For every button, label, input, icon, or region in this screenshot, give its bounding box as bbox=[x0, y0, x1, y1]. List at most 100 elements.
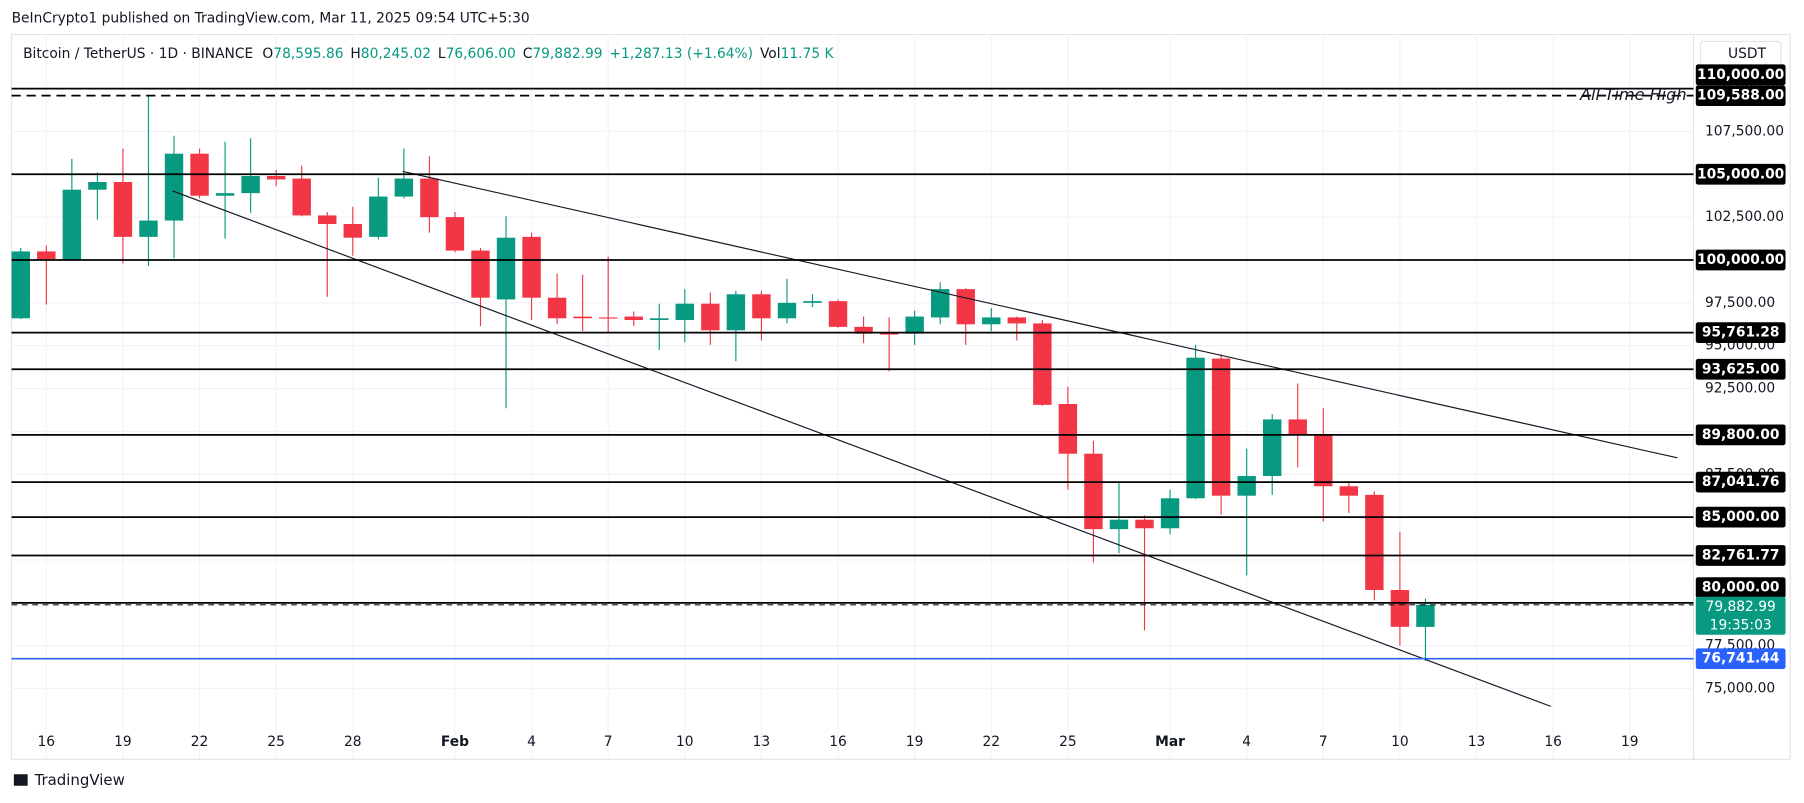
candle-body bbox=[266, 176, 286, 180]
candle-body bbox=[803, 301, 822, 303]
x-tick-label: 19 bbox=[114, 734, 132, 750]
candle-body bbox=[982, 317, 1001, 325]
candle-body bbox=[1186, 357, 1205, 499]
x-tick-label: Feb bbox=[441, 734, 469, 750]
currency[interactable]: USDT bbox=[1728, 46, 1766, 62]
x-tick-label: 25 bbox=[1059, 734, 1077, 750]
level-label-box bbox=[1695, 85, 1786, 106]
candle-body bbox=[1084, 453, 1103, 530]
level-label: 109,588.00 bbox=[1697, 88, 1784, 104]
level-label-box bbox=[1695, 249, 1786, 271]
candle-body bbox=[879, 332, 899, 335]
candles bbox=[11, 95, 1435, 662]
legend-key: O bbox=[262, 46, 273, 62]
level-label-box bbox=[1695, 577, 1786, 598]
candle-body bbox=[88, 181, 107, 190]
level-label-box bbox=[1695, 163, 1786, 185]
y-tick-label: 102,500.00 bbox=[1705, 209, 1784, 225]
candle-body bbox=[726, 294, 746, 331]
x-tick-label: 16 bbox=[1544, 734, 1562, 750]
legend-key: H bbox=[350, 46, 360, 62]
level-label-box bbox=[1695, 424, 1786, 446]
x-tick-label: 16 bbox=[829, 734, 847, 750]
candle-body bbox=[1314, 433, 1333, 487]
candle-body bbox=[650, 318, 669, 320]
candle-body bbox=[1058, 403, 1078, 454]
x-tick-label: 28 bbox=[344, 734, 362, 750]
candle-body bbox=[11, 251, 30, 319]
candle-body bbox=[752, 294, 771, 319]
candle-body bbox=[1237, 475, 1256, 496]
candle-body bbox=[62, 189, 82, 260]
x-tick-label: 4 bbox=[1242, 734, 1251, 750]
level-label: 100,000.00 bbox=[1697, 252, 1784, 268]
x-tick-label: 16 bbox=[38, 734, 56, 750]
legend-key: C bbox=[523, 46, 533, 62]
candle-body bbox=[1007, 317, 1027, 324]
legend-value: +1,287.13 (+1.64%) bbox=[609, 46, 753, 62]
level-label-box bbox=[1695, 358, 1786, 380]
legend-value: 11.75 K bbox=[781, 46, 835, 62]
symbol-legend: Bitcoin / TetherUS · 1D · BINANCE O78,595… bbox=[23, 46, 834, 62]
candle-body bbox=[37, 251, 56, 260]
candle-body bbox=[445, 217, 465, 251]
last-price-label: 79,882.99 bbox=[1706, 599, 1776, 615]
upper-trendline bbox=[402, 170, 1678, 459]
level-label: 110,000.00 bbox=[1697, 67, 1784, 83]
candle-body bbox=[1033, 323, 1052, 405]
lower-trendline bbox=[172, 190, 1552, 707]
level-label-box bbox=[1695, 471, 1786, 493]
plot-frame bbox=[10, 33, 1791, 760]
candle-body bbox=[420, 178, 439, 218]
candle-body bbox=[547, 297, 567, 319]
y-tick-label: 107,500.00 bbox=[1705, 123, 1784, 139]
level-label-box bbox=[1695, 545, 1786, 566]
x-tick-label: 22 bbox=[191, 734, 209, 750]
candle-body bbox=[573, 316, 592, 319]
logo-text: TradingView bbox=[34, 771, 125, 789]
candle-body bbox=[930, 289, 950, 318]
candle-body bbox=[369, 196, 388, 237]
candle-body bbox=[139, 220, 158, 237]
candle-body bbox=[1288, 419, 1307, 435]
candle-body bbox=[1390, 589, 1410, 627]
candle-body bbox=[292, 178, 311, 216]
candle-body bbox=[318, 215, 337, 224]
candle-body bbox=[956, 289, 975, 325]
level-label-box bbox=[1695, 322, 1786, 344]
x-tick-label: 10 bbox=[676, 734, 694, 750]
level-label: 82,761.77 bbox=[1702, 547, 1780, 563]
level-label-box bbox=[1695, 64, 1786, 86]
candle-body bbox=[522, 236, 541, 298]
x-tick-label: 19 bbox=[906, 734, 924, 750]
level-label: 76,741.44 bbox=[1702, 651, 1780, 667]
x-tick-label: Mar bbox=[1155, 734, 1185, 750]
y-tick-label: 92,500.00 bbox=[1705, 381, 1775, 397]
symbol: Bitcoin / TetherUS · 1D · BINANCE bbox=[23, 46, 253, 62]
level-label: 93,625.00 bbox=[1702, 361, 1780, 377]
candle-body bbox=[394, 178, 414, 197]
candle-body bbox=[1263, 419, 1282, 476]
candle-body bbox=[1160, 498, 1180, 529]
x-tick-label: 13 bbox=[753, 734, 771, 750]
last-price-box bbox=[1695, 596, 1786, 635]
candle-body bbox=[343, 223, 362, 238]
x-tick-label: 4 bbox=[527, 734, 536, 750]
x-tick-label: 13 bbox=[1468, 734, 1486, 750]
candle-body bbox=[241, 176, 260, 194]
x-tick-label: 7 bbox=[1319, 734, 1328, 750]
legend-key: L bbox=[438, 46, 446, 62]
legend-key: Vol bbox=[760, 46, 781, 62]
candle-body bbox=[1109, 519, 1129, 530]
candle-body bbox=[1135, 519, 1154, 529]
candle-body bbox=[777, 302, 797, 319]
level-label: 85,000.00 bbox=[1702, 509, 1780, 525]
x-tick-label: 22 bbox=[982, 734, 1000, 750]
candle-body bbox=[1211, 358, 1231, 496]
level-label: 87,041.76 bbox=[1702, 474, 1780, 490]
level-label: 80,000.00 bbox=[1702, 580, 1780, 596]
level-label: 89,800.00 bbox=[1702, 427, 1780, 443]
published-note: BeInCrypto1 published on TradingView.com… bbox=[12, 10, 530, 26]
y-tick-label: 75,000.00 bbox=[1705, 681, 1775, 697]
logo-mark bbox=[13, 774, 28, 786]
